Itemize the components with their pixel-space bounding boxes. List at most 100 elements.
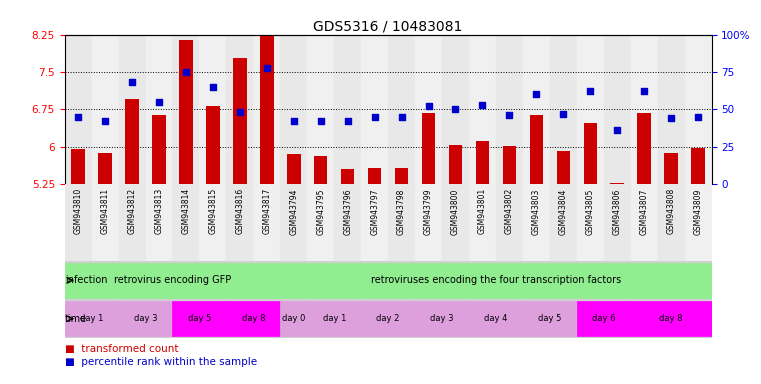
- Text: day 0: day 0: [282, 314, 305, 323]
- Bar: [664, 153, 678, 184]
- Bar: [253, 184, 280, 261]
- Text: ■  percentile rank within the sample: ■ percentile rank within the sample: [65, 358, 256, 367]
- Bar: [361, 301, 415, 336]
- Bar: [469, 35, 496, 184]
- Bar: [307, 184, 334, 261]
- Text: retroviruses encoding the four transcription factors: retroviruses encoding the four transcrip…: [371, 275, 621, 285]
- Bar: [603, 35, 631, 184]
- Point: [207, 84, 219, 90]
- Bar: [610, 183, 624, 184]
- Bar: [260, 15, 273, 184]
- Bar: [287, 154, 301, 184]
- Text: day 2: day 2: [377, 314, 400, 323]
- Text: GSM943806: GSM943806: [613, 188, 622, 235]
- Bar: [577, 184, 603, 261]
- Bar: [152, 116, 166, 184]
- Point: [342, 118, 354, 124]
- Point: [396, 114, 408, 120]
- Text: GSM943800: GSM943800: [451, 188, 460, 235]
- Text: GSM943808: GSM943808: [667, 188, 676, 234]
- Bar: [496, 184, 523, 261]
- Title: GDS5316 / 10483081: GDS5316 / 10483081: [314, 20, 463, 33]
- Bar: [119, 35, 145, 184]
- Bar: [550, 184, 577, 261]
- Bar: [442, 184, 469, 261]
- Bar: [65, 184, 91, 261]
- Text: day 3: day 3: [430, 314, 454, 323]
- Bar: [361, 184, 388, 261]
- Bar: [173, 35, 199, 184]
- Bar: [65, 301, 119, 336]
- Bar: [395, 168, 409, 184]
- Point: [368, 114, 380, 120]
- Text: GSM943814: GSM943814: [181, 188, 190, 234]
- Bar: [523, 35, 550, 184]
- Bar: [334, 184, 361, 261]
- Text: day 1: day 1: [323, 314, 346, 323]
- Text: GSM943813: GSM943813: [154, 188, 164, 234]
- Bar: [72, 149, 85, 184]
- Text: GSM943795: GSM943795: [317, 188, 325, 235]
- Bar: [199, 184, 227, 261]
- Text: time: time: [65, 314, 88, 324]
- Text: day 5: day 5: [538, 314, 562, 323]
- Text: day 6: day 6: [592, 314, 616, 323]
- Text: day 8: day 8: [659, 314, 683, 323]
- Point: [450, 106, 462, 113]
- Text: GSM943803: GSM943803: [532, 188, 541, 235]
- Point: [234, 109, 246, 116]
- Bar: [65, 263, 280, 298]
- Bar: [253, 35, 280, 184]
- Text: GSM943812: GSM943812: [128, 188, 136, 234]
- Bar: [476, 141, 489, 184]
- Bar: [341, 169, 355, 184]
- Bar: [173, 184, 199, 261]
- Bar: [658, 184, 685, 261]
- Bar: [415, 301, 469, 336]
- Bar: [550, 35, 577, 184]
- Bar: [685, 184, 712, 261]
- Bar: [631, 35, 658, 184]
- Point: [584, 88, 597, 94]
- Bar: [388, 184, 415, 261]
- Point: [611, 127, 623, 134]
- Bar: [307, 35, 334, 184]
- Text: day 8: day 8: [241, 314, 265, 323]
- Point: [99, 118, 111, 124]
- Text: GSM943798: GSM943798: [397, 188, 406, 235]
- Bar: [227, 184, 253, 261]
- Bar: [691, 148, 705, 184]
- Bar: [307, 301, 361, 336]
- Bar: [361, 35, 388, 184]
- Bar: [449, 146, 462, 184]
- Point: [72, 114, 84, 120]
- Bar: [638, 113, 651, 184]
- Bar: [368, 168, 381, 184]
- Point: [638, 88, 650, 94]
- Point: [288, 118, 300, 124]
- Bar: [523, 301, 577, 336]
- Bar: [119, 301, 173, 336]
- Bar: [469, 184, 496, 261]
- Text: GSM943794: GSM943794: [289, 188, 298, 235]
- Bar: [584, 123, 597, 184]
- Bar: [658, 35, 685, 184]
- Point: [503, 113, 515, 119]
- Bar: [173, 301, 227, 336]
- Text: GSM943801: GSM943801: [478, 188, 487, 234]
- Point: [126, 79, 139, 86]
- Point: [476, 102, 489, 108]
- Bar: [469, 301, 523, 336]
- Text: retrovirus encoding GFP: retrovirus encoding GFP: [114, 275, 231, 285]
- Text: GSM943810: GSM943810: [74, 188, 83, 234]
- Bar: [685, 35, 712, 184]
- Bar: [145, 35, 173, 184]
- Text: GSM943799: GSM943799: [424, 188, 433, 235]
- Text: GSM943809: GSM943809: [693, 188, 702, 235]
- Text: GSM943797: GSM943797: [370, 188, 379, 235]
- Text: GSM943804: GSM943804: [559, 188, 568, 235]
- Bar: [206, 106, 220, 184]
- Bar: [503, 146, 516, 184]
- Bar: [280, 184, 307, 261]
- Point: [665, 115, 677, 121]
